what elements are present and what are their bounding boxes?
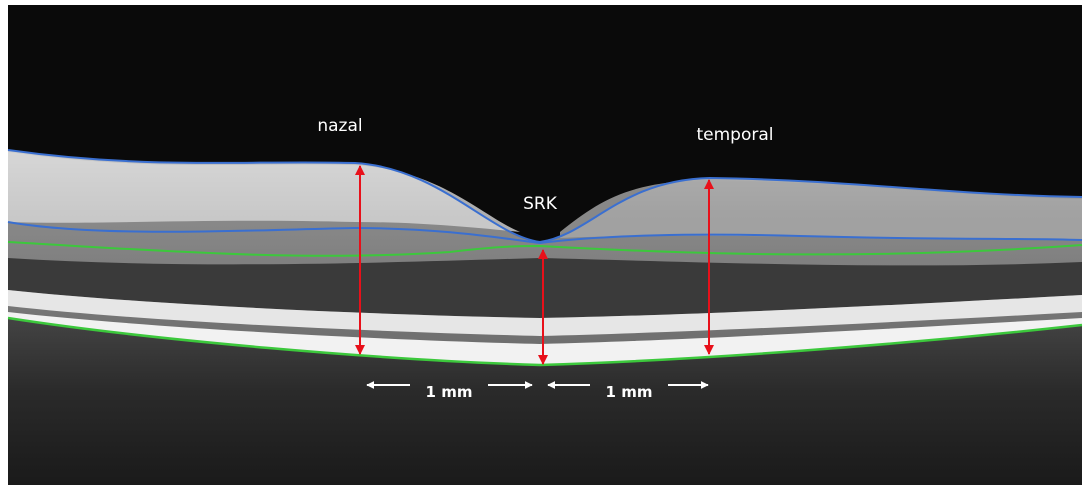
center-label: SRK (523, 194, 558, 214)
scale-label: 1 mm (606, 383, 653, 401)
oct-scan: nazal temporal SRK 1 mm 1 mm (0, 0, 1089, 490)
scale-label: 1 mm (426, 383, 473, 401)
page: nazal temporal SRK 1 mm 1 mm (() => { co… (0, 0, 1089, 490)
temporal-label: temporal (696, 125, 773, 145)
nasal-label: nazal (317, 116, 362, 136)
